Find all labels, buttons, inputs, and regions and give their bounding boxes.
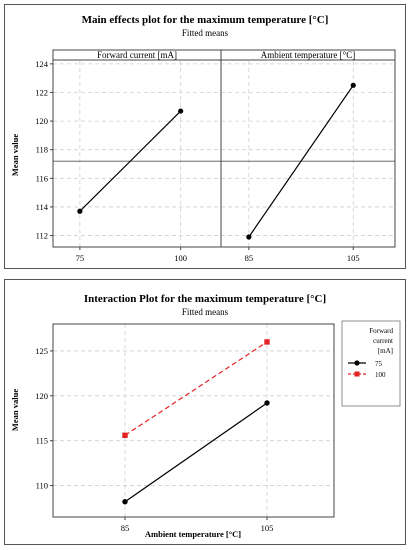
y-tick-label: 120 (35, 391, 48, 401)
main-effects-subtitle: Fitted means (182, 28, 229, 38)
interaction-title: Interaction Plot for the maximum tempera… (84, 293, 326, 305)
legend-label-100: 100 (375, 371, 386, 379)
main-effects-series (77, 82, 356, 240)
y-tick-label: 122 (35, 87, 48, 97)
y-tick-label: 120 (35, 116, 48, 126)
y-tick-label: 125 (35, 346, 48, 356)
interaction-y-ticks: 110 115 120 125 (35, 346, 53, 491)
strip-label-ambient-temperature: Ambient temperature [°C] (261, 50, 356, 60)
y-tick-label: 115 (36, 436, 48, 446)
y-tick-label: 118 (36, 145, 48, 155)
main-effect-line-0 (79, 110, 182, 212)
y-tick-label: 114 (36, 202, 49, 212)
x-tick-label: 100 (174, 253, 187, 263)
interaction-gridlines (53, 324, 334, 517)
main-effects-x-ticks: 75 100 85 105 (76, 247, 360, 263)
y-tick-label: 110 (36, 481, 48, 491)
strip-label-forward-current: Forward current [mA] (97, 50, 177, 60)
interaction-chart: Interaction Plot for the maximum tempera… (10, 293, 401, 539)
interaction-point-100 (122, 432, 128, 439)
main-effects-chart: Main effects plot for the maximum temper… (10, 14, 396, 263)
legend-title-line-2: current (373, 337, 393, 345)
legend-marker-75 (354, 360, 360, 366)
main-effect-line-1 (248, 84, 354, 238)
main-effect-point (350, 82, 356, 88)
interaction-frame (52, 323, 335, 518)
interaction-point-75 (264, 400, 270, 406)
interaction-legend: Forward current [mA] 75 100 (341, 320, 401, 407)
interaction-point-75 (122, 499, 128, 505)
interaction-line-75 (124, 402, 268, 503)
y-tick-label: 116 (36, 173, 48, 183)
main-effects-panel: Main effects plot for the maximum temper… (4, 4, 406, 269)
main-effect-point (178, 108, 184, 114)
interaction-subtitle: Fitted means (182, 307, 229, 317)
x-tick-label: 75 (76, 253, 85, 263)
main-effect-point (246, 234, 252, 240)
main-effects-y-ticks: 112 114 116 118 120 122 124 (35, 59, 53, 241)
interaction-point-100 (264, 339, 270, 345)
main-effect-point (77, 208, 83, 214)
x-tick-label: 85 (245, 253, 254, 263)
x-tick-label: 105 (261, 523, 274, 533)
interaction-series (122, 339, 270, 505)
y-tick-label: 124 (35, 59, 49, 69)
main-effects-ylabel: Mean value (10, 134, 20, 176)
legend-label-75: 75 (375, 360, 383, 368)
x-tick-label: 105 (347, 253, 360, 263)
main-effects-title: Main effects plot for the maximum temper… (82, 14, 329, 26)
y-tick-label: 112 (36, 231, 48, 241)
interaction-panel: Interaction Plot for the maximum tempera… (4, 279, 406, 545)
main-effects-gridlines (53, 61, 395, 247)
interaction-ylabel: Mean value (10, 389, 20, 431)
legend-title-line-3: [mA] (378, 347, 393, 355)
interaction-line-100 (124, 341, 268, 436)
x-tick-label: 85 (121, 523, 130, 533)
interaction-xlabel: Ambient temperature [°C] (145, 529, 241, 539)
legend-title-line-1: Forward (369, 327, 393, 335)
legend-marker-100 (354, 371, 360, 377)
main-effects-frame (52, 49, 396, 248)
